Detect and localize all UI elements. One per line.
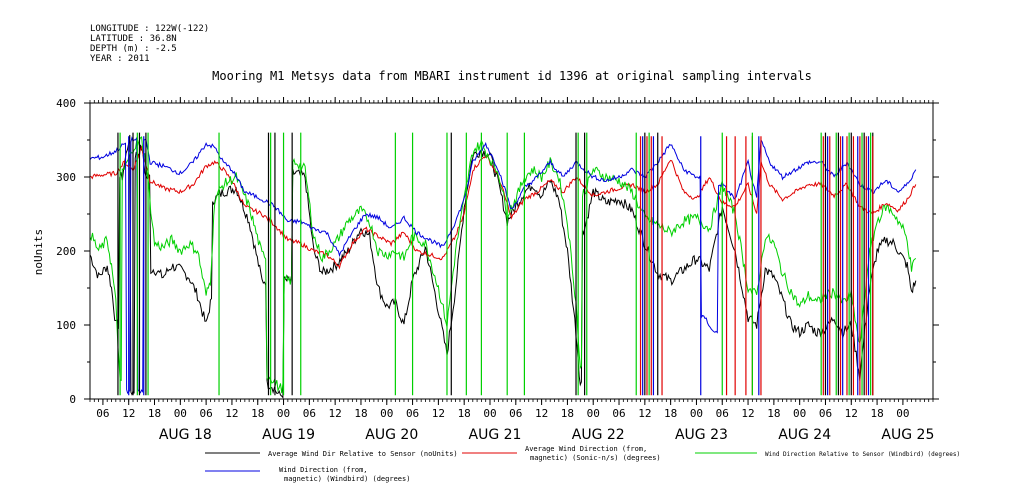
- x-tick-label: 12: [535, 407, 548, 420]
- legend-label-line1: Average Wind Direction (from,: [525, 445, 647, 453]
- day-label: AUG 19: [262, 427, 315, 443]
- day-label: AUG 23: [675, 427, 728, 443]
- x-tick-label: 00: [174, 407, 187, 420]
- x-tick-label: 06: [303, 407, 316, 420]
- x-tick-label: 18: [354, 407, 367, 420]
- axes: 0 100 200 300 400 06 12 18 00 06 12 18 00 06 12 18 00 06 1…: [56, 97, 939, 443]
- x-tick-label: 18: [458, 407, 471, 420]
- y-tick-label: 0: [69, 393, 76, 406]
- day-label: AUG 25: [881, 427, 934, 443]
- day-label: AUG 21: [469, 427, 522, 443]
- x-tick-label: 00: [793, 407, 806, 420]
- plot-frame: [89, 102, 934, 400]
- y-tick-label: 300: [56, 171, 76, 184]
- x-tick-label: 18: [561, 407, 574, 420]
- x-tick-label: 18: [251, 407, 264, 420]
- series-line-3: [89, 136, 917, 394]
- meta-depth: DEPTH (m) : -2.5: [90, 44, 177, 54]
- series-line-0: [89, 134, 917, 399]
- plot-area: [89, 132, 917, 399]
- meta-longitude: LONGITUDE : 122W(-122): [90, 24, 209, 34]
- legend-item-avg-rel-sensor: Average Wind Dir Relative to Sensor (noU…: [205, 450, 458, 458]
- x-tick-label: 18: [767, 407, 780, 420]
- x-tick-label: 06: [406, 407, 419, 420]
- x-tick-label: 00: [896, 407, 909, 420]
- day-label: AUG 18: [159, 427, 212, 443]
- y-axis-label: noUnits: [32, 229, 45, 275]
- x-tick-label: 06: [509, 407, 522, 420]
- meta-year: YEAR : 2011: [90, 54, 150, 64]
- legend-label-line2: magnetic) (Windbird) (degrees): [284, 475, 410, 483]
- legend: Average Wind Dir Relative to Sensor (noU…: [205, 445, 960, 483]
- x-tick-label: 12: [122, 407, 135, 420]
- y-tick-label: 100: [56, 319, 76, 332]
- x-tick-label: 06: [200, 407, 213, 420]
- legend-label-line1: Wind Direction (from,: [279, 466, 368, 474]
- day-label: AUG 22: [572, 427, 625, 443]
- legend-item-avg-sonic: Average Wind Direction (from, magnetic) …: [462, 445, 661, 462]
- x-tick-label: 00: [483, 407, 496, 420]
- x-tick-label: 18: [148, 407, 161, 420]
- x-tick-label: 12: [638, 407, 651, 420]
- x-tick-label: 12: [329, 407, 342, 420]
- x-tick-label: 00: [380, 407, 393, 420]
- x-tick-label: 12: [845, 407, 858, 420]
- x-tick-label: 18: [870, 407, 883, 420]
- y-tick-label: 200: [56, 245, 76, 258]
- y-tick-label: 400: [56, 97, 76, 110]
- x-tick-label: 00: [277, 407, 290, 420]
- x-tick-label: 12: [225, 407, 238, 420]
- x-tick-label: 18: [664, 407, 677, 420]
- day-label: AUG 24: [778, 427, 831, 443]
- x-tick-label: 00: [587, 407, 600, 420]
- meta-latitude: LATITUDE : 36.8N: [90, 34, 177, 44]
- x-tick-label: 12: [741, 407, 754, 420]
- x-tick-label: 00: [690, 407, 703, 420]
- day-label: AUG 20: [365, 427, 418, 443]
- legend-item-windbird-mag: Wind Direction (from, magnetic) (Windbir…: [205, 466, 410, 483]
- legend-label-line2: magnetic) (Sonic-n/s) (degrees): [530, 454, 661, 462]
- x-tick-label: 06: [716, 407, 729, 420]
- x-tick-label: 06: [96, 407, 109, 420]
- series-line-2: [89, 136, 917, 394]
- legend-label: Average Wind Dir Relative to Sensor (noU…: [268, 450, 458, 458]
- x-tick-label: 06: [612, 407, 625, 420]
- x-tick-label: 06: [819, 407, 832, 420]
- legend-item-windbird-rel: Wind Direction Relative to Sensor (Windb…: [695, 451, 960, 458]
- chart-title: Mooring M1 Metsys data from MBARI instru…: [212, 69, 812, 83]
- x-tick-label: 12: [432, 407, 445, 420]
- legend-label: Wind Direction Relative to Sensor (Windb…: [765, 451, 960, 458]
